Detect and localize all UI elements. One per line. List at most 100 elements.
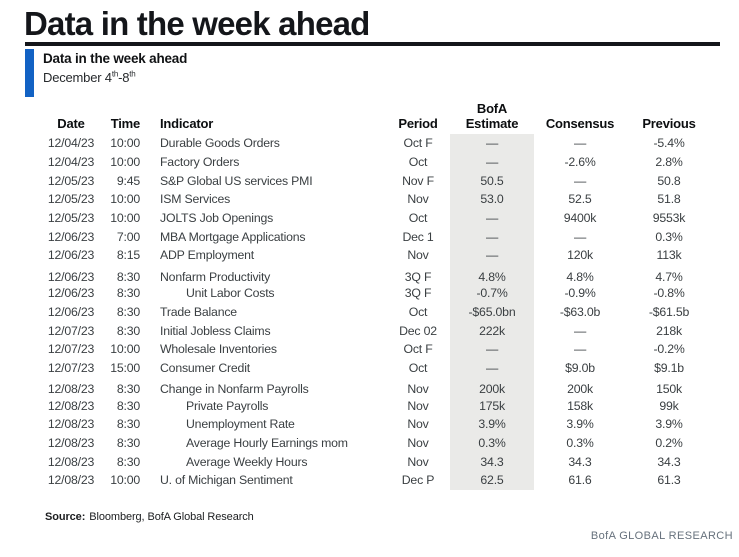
cell-consensus: — — [573, 229, 587, 244]
cell-estimate: -$65.0bn — [450, 302, 534, 322]
cell-previous: 2.8% — [655, 155, 683, 170]
cell-indicator: Wholesale Inventories — [160, 342, 277, 357]
col-header-indicator: Indicator — [160, 116, 214, 131]
cell-consensus: 9400k — [563, 211, 597, 226]
cell-date: 12/07/23 — [47, 360, 95, 375]
cell-date: 12/04/23 — [47, 136, 95, 151]
table-row: 12/07/23 8:30 Initial Jobless Claims Dec 02… — [38, 321, 712, 340]
subtitle-mid: -8 — [118, 70, 130, 85]
cell-period: Dec P — [401, 473, 435, 488]
cell-date: 12/08/23 — [47, 435, 95, 450]
cell-previous: 0.3% — [655, 229, 683, 244]
table-row: 12/08/23 8:30 Unemployment Rate Nov 3.9% 3.9%… — [38, 414, 712, 434]
exhibit-title: Data in the week ahead — [43, 51, 188, 66]
cell-indicator: Trade Balance — [160, 304, 237, 319]
cell-estimate: 200k — [450, 377, 534, 397]
cell-consensus: — — [573, 323, 587, 338]
cell-date: 12/04/23 — [47, 155, 95, 170]
cell-indicator: Consumer Credit — [160, 360, 250, 375]
cell-estimate: — — [450, 339, 534, 359]
table-row: 12/04/23 10:00 Durable Goods Orders Oct F — —… — [38, 134, 712, 153]
cell-consensus: 52.5 — [568, 192, 592, 207]
cell-indicator: ISM Services — [160, 192, 231, 207]
cell-previous: 4.7% — [655, 269, 683, 284]
cell-time: 7:00 — [116, 229, 140, 244]
cell-previous: 34.3 — [657, 454, 681, 469]
table-header: Date Time Indicator Period BofA Estimate Conse… — [38, 101, 712, 134]
cell-indicator: Unemployment Rate — [186, 417, 295, 432]
cell-date: 12/06/23 — [47, 286, 95, 301]
cell-previous: 9553k — [652, 211, 686, 226]
cell-estimate: 4.8% — [450, 264, 534, 284]
cell-time: 10:00 — [110, 473, 140, 488]
cell-previous: -0.2% — [653, 342, 685, 357]
cell-date: 12/05/23 — [47, 211, 95, 226]
cell-period: Nov — [407, 435, 429, 450]
cell-estimate: — — [450, 358, 534, 378]
cell-indicator: Factory Orders — [160, 155, 240, 170]
cell-period: Nov — [407, 398, 429, 413]
source-text: Bloomberg, BofA Global Research — [89, 511, 254, 523]
cell-previous: 61.3 — [657, 473, 681, 488]
cell-date: 12/08/23 — [47, 398, 95, 413]
cell-previous: 218k — [656, 323, 682, 338]
cell-previous: -5.4% — [653, 136, 685, 151]
cell-period: Nov — [407, 382, 429, 397]
cell-date: 12/07/23 — [47, 342, 95, 357]
cell-consensus: — — [573, 342, 587, 357]
cell-period: Dec 1 — [402, 229, 434, 244]
cell-indicator: Initial Jobless Claims — [160, 323, 271, 338]
table-row: 12/07/23 15:00 Consumer Credit Oct — $9.0b $9.… — [38, 358, 712, 378]
cell-period: Oct — [408, 211, 428, 226]
cell-date: 12/05/23 — [47, 192, 95, 207]
cell-period: Nov — [407, 417, 429, 432]
cell-period: Nov F — [402, 173, 434, 188]
cell-consensus: — — [573, 173, 587, 188]
cell-consensus: 4.8% — [566, 269, 594, 284]
table-row: 12/06/23 8:30 Unit Labor Costs 3Q F -0.7% -0.… — [38, 283, 712, 303]
col-header-estimate-top: BofA — [476, 101, 508, 116]
cell-previous: $9.1b — [654, 360, 684, 375]
table-row: 12/08/23 8:30 Change in Nonfarm Payrolls No… — [38, 377, 712, 397]
cell-indicator: S&P Global US services PMI — [160, 173, 313, 188]
cell-period: Oct — [408, 360, 428, 375]
cell-indicator: Average Weekly Hours — [186, 454, 308, 469]
cell-consensus: 0.3% — [566, 435, 594, 450]
cell-indicator: U. of Michigan Sentiment — [160, 473, 293, 488]
cell-time: 10:00 — [110, 192, 140, 207]
cell-indicator: Unit Labor Costs — [186, 286, 275, 301]
cell-date: 12/06/23 — [47, 229, 95, 244]
cell-time: 8:30 — [116, 398, 140, 413]
cell-indicator: Change in Nonfarm Payrolls — [160, 382, 309, 397]
cell-time: 8:30 — [116, 286, 140, 301]
subtitle-superscript: th — [129, 69, 136, 79]
cell-time: 8:30 — [116, 454, 140, 469]
cell-period: Dec 02 — [399, 323, 437, 338]
exhibit-subtitle: December 4th-8th — [43, 70, 136, 85]
cell-indicator: ADP Employment — [160, 248, 255, 263]
cell-period: 3Q F — [404, 286, 432, 301]
col-header-date: Date — [57, 116, 85, 131]
cell-time: 8:30 — [116, 435, 140, 450]
cell-estimate: — — [450, 208, 534, 228]
cell-date: 12/07/23 — [47, 323, 95, 338]
cell-indicator: Average Hourly Earnings mom — [186, 435, 348, 450]
cell-consensus: — — [573, 136, 587, 151]
col-header-previous: Previous — [642, 116, 696, 131]
cell-estimate: — — [450, 246, 534, 265]
cell-consensus: 158k — [567, 398, 593, 413]
cell-date: 12/08/23 — [47, 382, 95, 397]
economic-calendar-table: Date Time Indicator Period BofA Estimate Conse… — [38, 101, 712, 490]
source-line: Source: Bloomberg, BofA Global Research — [45, 511, 254, 523]
cell-previous: 99k — [659, 398, 679, 413]
subtitle-superscript: th — [111, 69, 119, 79]
cell-period: Oct — [408, 304, 428, 319]
cell-time: 8:30 — [116, 304, 140, 319]
table-row: 12/05/23 10:00 JOLTS Job Openings Oct — 9400k… — [38, 208, 712, 228]
cell-consensus: -$63.0b — [559, 304, 601, 319]
cell-estimate: — — [450, 134, 534, 153]
cell-period: Oct — [408, 155, 428, 170]
table-row: 12/08/23 8:30 Average Hourly Earnings mom N… — [38, 433, 712, 453]
cell-estimate: 175k — [450, 396, 534, 415]
cell-previous: 51.8 — [657, 192, 681, 207]
